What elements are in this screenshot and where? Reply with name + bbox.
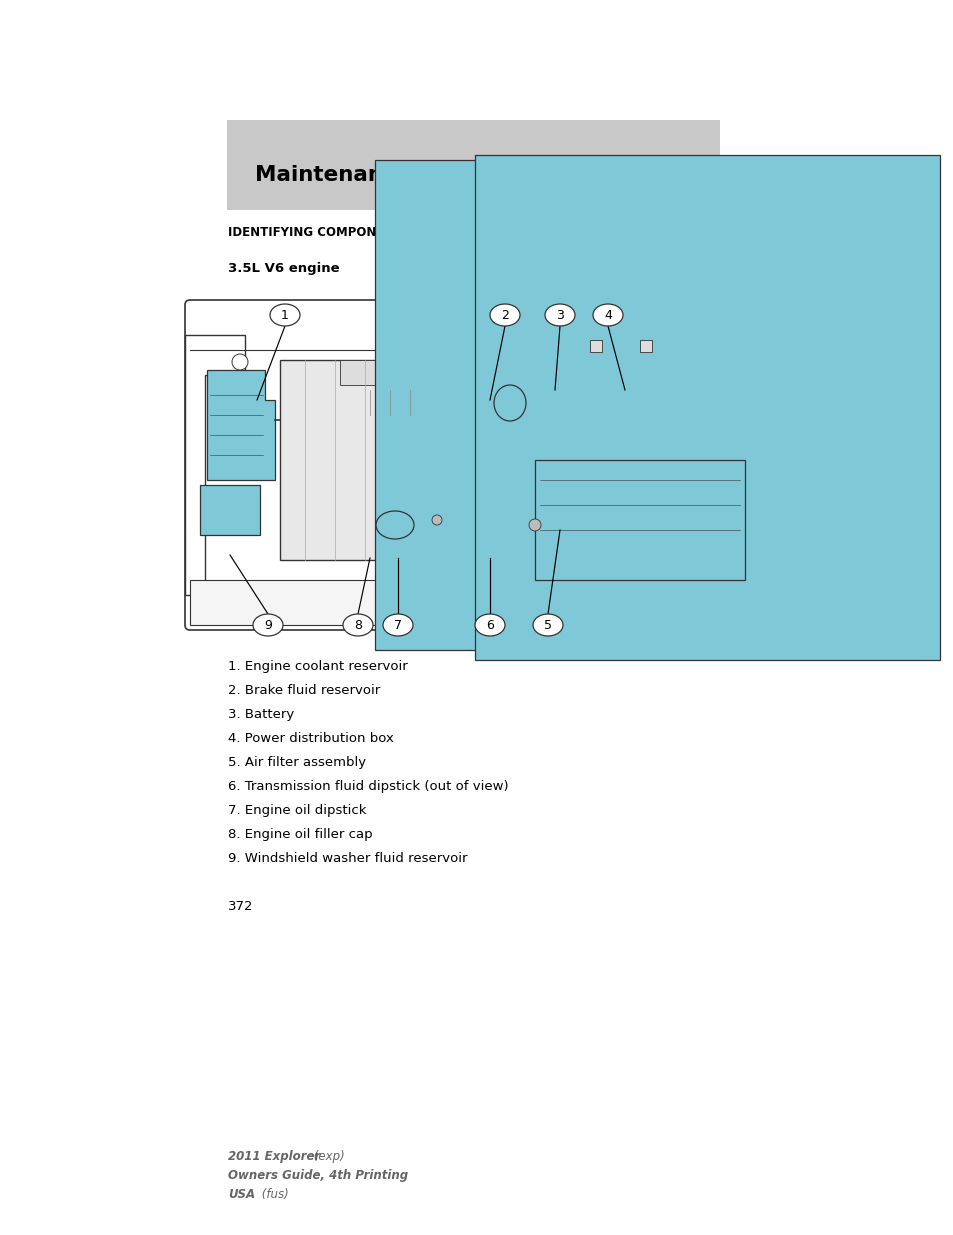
- Bar: [190, 580, 764, 625]
- Text: 8: 8: [354, 619, 361, 631]
- FancyBboxPatch shape: [339, 359, 439, 385]
- Text: Maintenance and Specifications: Maintenance and Specifications: [254, 165, 639, 185]
- Text: (fus): (fus): [257, 1188, 289, 1200]
- Text: 7: 7: [394, 619, 401, 631]
- Text: 9: 9: [264, 619, 272, 631]
- Text: Owners Guide, 4th Printing: Owners Guide, 4th Printing: [228, 1170, 408, 1182]
- Text: 5. Air filter assembly: 5. Air filter assembly: [228, 756, 366, 769]
- Bar: [589, 340, 601, 352]
- Text: 8. Engine oil filler cap: 8. Engine oil filler cap: [228, 827, 373, 841]
- FancyBboxPatch shape: [475, 156, 939, 659]
- Text: 3: 3: [556, 309, 563, 321]
- Ellipse shape: [593, 304, 622, 326]
- Text: 2. Brake fluid reservoir: 2. Brake fluid reservoir: [228, 684, 380, 697]
- Polygon shape: [535, 459, 744, 580]
- Polygon shape: [185, 335, 245, 595]
- Ellipse shape: [270, 304, 299, 326]
- Circle shape: [232, 354, 248, 370]
- Circle shape: [529, 519, 540, 531]
- FancyBboxPatch shape: [185, 300, 769, 630]
- Text: 3.5L V6 engine: 3.5L V6 engine: [228, 262, 339, 274]
- Polygon shape: [207, 370, 274, 480]
- Text: 4. Power distribution box: 4. Power distribution box: [228, 732, 394, 745]
- Text: 5: 5: [543, 619, 552, 631]
- Text: 9. Windshield washer fluid reservoir: 9. Windshield washer fluid reservoir: [228, 852, 467, 864]
- Text: 2011 Explorer: 2011 Explorer: [228, 1150, 320, 1163]
- Text: 3. Battery: 3. Battery: [228, 708, 294, 721]
- Ellipse shape: [382, 614, 413, 636]
- FancyBboxPatch shape: [375, 161, 869, 650]
- Text: 7. Engine oil dipstick: 7. Engine oil dipstick: [228, 804, 366, 818]
- Bar: [280, 359, 524, 559]
- Ellipse shape: [343, 614, 373, 636]
- Text: 2: 2: [500, 309, 508, 321]
- Ellipse shape: [475, 614, 504, 636]
- Text: 6: 6: [485, 619, 494, 631]
- Text: IDENTIFYING COMPONENTS IN THE ENGINE COMPARTMENT: IDENTIFYING COMPONENTS IN THE ENGINE COM…: [228, 226, 619, 238]
- Text: 1: 1: [281, 309, 289, 321]
- FancyBboxPatch shape: [227, 120, 720, 210]
- Circle shape: [432, 515, 441, 525]
- Polygon shape: [709, 335, 769, 595]
- Text: (exp): (exp): [310, 1150, 344, 1163]
- Ellipse shape: [375, 511, 414, 538]
- Text: 4: 4: [603, 309, 611, 321]
- Polygon shape: [200, 485, 260, 535]
- Text: 372: 372: [228, 900, 253, 913]
- Text: 1. Engine coolant reservoir: 1. Engine coolant reservoir: [228, 659, 407, 673]
- Bar: [639, 340, 651, 352]
- Ellipse shape: [490, 304, 519, 326]
- Ellipse shape: [533, 614, 562, 636]
- Ellipse shape: [253, 614, 283, 636]
- Ellipse shape: [544, 304, 575, 326]
- Text: USA: USA: [228, 1188, 254, 1200]
- Ellipse shape: [494, 385, 525, 421]
- Text: 6. Transmission fluid dipstick (out of view): 6. Transmission fluid dipstick (out of v…: [228, 781, 508, 793]
